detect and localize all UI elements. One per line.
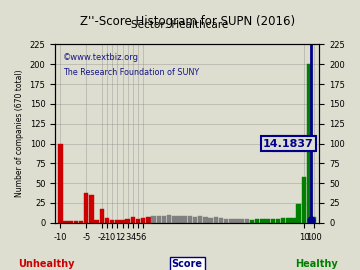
Text: ©www.textbiz.org: ©www.textbiz.org bbox=[63, 53, 139, 62]
Bar bbox=[74, 221, 78, 223]
Bar bbox=[79, 221, 83, 223]
Bar bbox=[213, 217, 218, 223]
Bar bbox=[276, 219, 280, 223]
Bar bbox=[260, 219, 265, 223]
Bar bbox=[286, 218, 291, 223]
Bar bbox=[115, 220, 120, 223]
Bar bbox=[255, 219, 260, 223]
Bar bbox=[265, 219, 270, 223]
Bar bbox=[239, 219, 244, 223]
Bar bbox=[63, 221, 68, 223]
Bar bbox=[229, 219, 234, 223]
Text: 14.1837: 14.1837 bbox=[263, 139, 314, 148]
Bar bbox=[271, 219, 275, 223]
Bar bbox=[131, 217, 135, 223]
Bar bbox=[136, 219, 140, 223]
Title: Z''-Score Histogram for SUPN (2016): Z''-Score Histogram for SUPN (2016) bbox=[80, 15, 295, 28]
Bar bbox=[68, 221, 73, 223]
Y-axis label: Number of companies (670 total): Number of companies (670 total) bbox=[15, 70, 24, 197]
Text: Unhealthy: Unhealthy bbox=[19, 259, 75, 269]
Text: Healthy: Healthy bbox=[296, 259, 338, 269]
Bar bbox=[110, 220, 114, 223]
Bar bbox=[172, 216, 176, 223]
Bar bbox=[245, 219, 249, 223]
Bar bbox=[141, 218, 145, 223]
Bar bbox=[234, 219, 239, 223]
Bar bbox=[126, 219, 130, 223]
Bar bbox=[193, 217, 197, 223]
Bar bbox=[281, 218, 285, 223]
Bar bbox=[224, 219, 228, 223]
Bar bbox=[312, 217, 316, 223]
Bar bbox=[208, 218, 213, 223]
Bar bbox=[89, 195, 94, 223]
Bar bbox=[167, 215, 171, 223]
Bar bbox=[157, 216, 161, 223]
Bar bbox=[94, 220, 99, 223]
Bar bbox=[198, 217, 202, 223]
Bar bbox=[203, 217, 208, 223]
Bar bbox=[162, 217, 166, 223]
Bar bbox=[183, 217, 187, 223]
Bar bbox=[302, 177, 306, 223]
Bar bbox=[84, 193, 89, 223]
Text: Sector: Healthcare: Sector: Healthcare bbox=[131, 20, 229, 30]
Bar bbox=[105, 218, 109, 223]
Text: Score: Score bbox=[172, 259, 203, 269]
Bar bbox=[100, 208, 104, 223]
Bar bbox=[146, 217, 150, 223]
Bar bbox=[188, 216, 192, 223]
Bar bbox=[297, 204, 301, 223]
Bar bbox=[152, 217, 156, 223]
Bar bbox=[58, 144, 63, 223]
Bar bbox=[219, 218, 223, 223]
Bar bbox=[177, 217, 182, 223]
Text: The Research Foundation of SUNY: The Research Foundation of SUNY bbox=[63, 68, 199, 77]
Bar bbox=[307, 64, 311, 223]
Bar bbox=[120, 220, 125, 223]
Bar bbox=[291, 218, 296, 223]
Bar bbox=[250, 220, 254, 223]
